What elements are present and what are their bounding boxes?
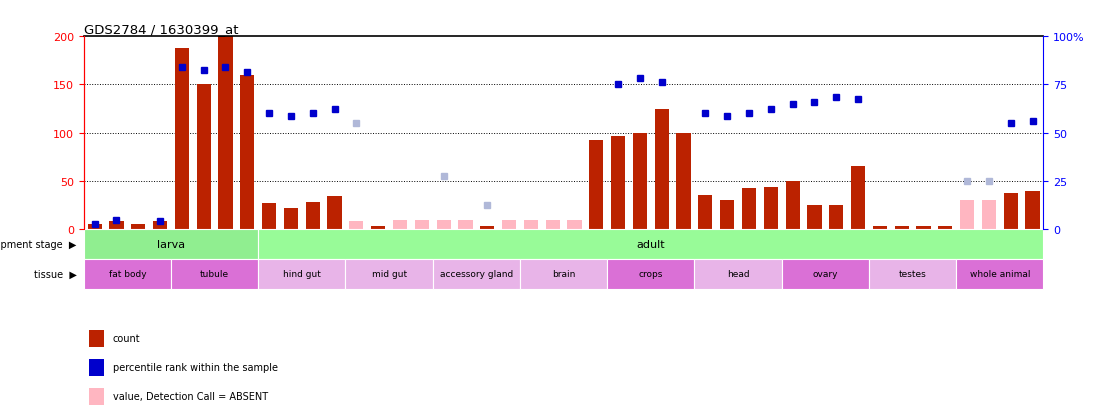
Bar	[153, 222, 167, 230]
Text: value, Detection Call = ABSENT: value, Detection Call = ABSENT	[113, 392, 268, 401]
Bar	[306, 203, 320, 230]
Bar	[786, 181, 800, 230]
Text: hind gut: hind gut	[282, 270, 320, 279]
Text: tissue  ▶: tissue ▶	[33, 269, 77, 279]
Bar	[480, 227, 494, 230]
Bar	[175, 49, 189, 230]
Bar	[459, 220, 472, 230]
Bar	[939, 227, 952, 230]
Text: GDS2784 / 1630399_at: GDS2784 / 1630399_at	[84, 23, 238, 36]
Bar	[171, 259, 258, 289]
Text: head: head	[727, 270, 750, 279]
Bar	[84, 230, 258, 259]
Bar	[829, 206, 844, 230]
Bar	[655, 109, 668, 230]
Text: accessory gland: accessory gland	[440, 270, 513, 279]
Bar	[84, 259, 171, 289]
Bar	[807, 206, 821, 230]
Text: brain: brain	[552, 270, 575, 279]
Bar	[567, 220, 581, 230]
Text: count: count	[113, 334, 141, 344]
Bar	[415, 220, 429, 230]
Bar	[258, 259, 346, 289]
Bar	[589, 141, 604, 230]
Text: ovary: ovary	[812, 270, 838, 279]
Bar	[523, 220, 538, 230]
Text: tubule: tubule	[200, 270, 229, 279]
Bar	[436, 220, 451, 230]
Bar	[240, 76, 254, 230]
Bar	[196, 85, 211, 230]
Bar	[346, 259, 433, 289]
Bar	[87, 225, 102, 230]
Bar	[132, 225, 145, 230]
Bar	[327, 197, 341, 230]
Bar	[1003, 193, 1018, 230]
Bar	[258, 230, 1043, 259]
Bar	[960, 201, 974, 230]
Bar	[781, 259, 869, 289]
Bar	[372, 227, 385, 230]
Bar	[349, 222, 364, 230]
Bar	[502, 220, 516, 230]
Bar	[393, 220, 407, 230]
Text: mid gut: mid gut	[372, 270, 406, 279]
Bar	[283, 209, 298, 230]
Text: larva: larva	[157, 240, 185, 249]
Bar	[982, 201, 995, 230]
Bar	[763, 187, 778, 230]
Text: development stage  ▶: development stage ▶	[0, 240, 77, 249]
Bar	[1026, 191, 1040, 230]
Bar	[520, 259, 607, 289]
Bar	[720, 201, 734, 230]
Bar	[607, 259, 694, 289]
Bar	[612, 136, 625, 230]
Bar	[742, 188, 756, 230]
Bar	[433, 259, 520, 289]
Text: fat body: fat body	[108, 270, 146, 279]
Bar	[869, 259, 956, 289]
Bar	[916, 227, 931, 230]
Bar	[895, 227, 908, 230]
Bar	[676, 133, 691, 230]
Bar	[852, 167, 865, 230]
Text: percentile rank within the sample: percentile rank within the sample	[113, 363, 278, 373]
Text: testes: testes	[898, 270, 926, 279]
Text: adult: adult	[636, 240, 665, 249]
Bar	[219, 37, 232, 230]
Bar	[633, 133, 647, 230]
Bar	[109, 222, 124, 230]
Text: crops: crops	[638, 270, 663, 279]
Bar	[262, 204, 276, 230]
Bar	[546, 220, 560, 230]
Bar	[873, 227, 887, 230]
Bar	[699, 196, 712, 230]
Text: whole animal: whole animal	[970, 270, 1030, 279]
Bar	[956, 259, 1043, 289]
Bar	[694, 259, 781, 289]
